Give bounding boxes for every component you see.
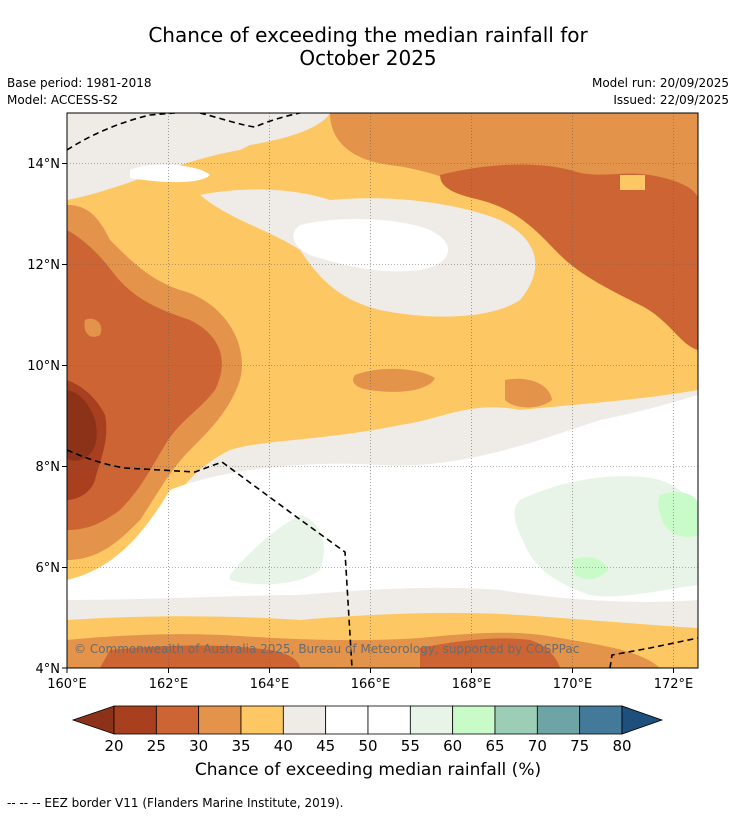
colorbar-tick-label: 70 [528,737,547,755]
colorbar-title: Chance of exceeding median rainfall (%) [194,760,542,780]
colorbar-under-arrow [71,705,115,735]
colorbar-swatch [536,705,581,735]
map-title-line-2: October 2025 [299,46,437,70]
colorbar-tick-label: 65 [485,737,504,755]
colorbar-tick-label: 50 [358,737,377,755]
colorbar-swatch [113,705,157,735]
lat-tick-8n: 8°N [36,460,61,475]
colorbar-tick-label: 80 [612,737,631,755]
eez-footnote: -- -- -- EEZ border V11 (Flanders Marine… [7,796,344,810]
lon-tick-168e: 168°E [452,677,492,692]
colorbar-swatch [155,705,200,735]
lat-tick-12n: 12°N [27,258,60,273]
colorbar-swatch [579,705,623,735]
colorbar-tick-label: 75 [570,737,589,755]
colorbar-tick-label: 60 [443,737,462,755]
model-label: Model: ACCESS-S2 [7,93,119,107]
colorbar-tick-label: 25 [147,737,166,755]
colorbar-tick-label: 45 [316,737,335,755]
lon-tick-166e: 166°E [351,677,391,692]
lon-tick-170e: 170°E [553,677,593,692]
colorbar-swatch [198,705,242,735]
lon-tick-160e: 160°E [47,677,87,692]
lon-tick-164e: 164°E [250,677,290,692]
lon-tick-162e: 162°E [149,677,189,692]
colorbar-swatch [282,705,327,735]
colorbar-tick-label: 40 [274,737,293,755]
colorbar: 20 25 30 35 40 45 50 55 60 65 70 75 80 [71,705,664,755]
colorbar-tick-label: 55 [401,737,420,755]
colorbar-tick-label: 20 [104,737,123,755]
lat-tick-14n: 14°N [27,157,60,172]
colorbar-swatch [409,705,454,735]
base-period-label: Base period: 1981-2018 [7,76,152,90]
colorbar-swatch [367,705,411,735]
graticule [67,113,698,668]
colorbar-tick-label: 35 [231,737,250,755]
copyright-text: © Commonwealth of Australia 2025, Bureau… [74,642,579,656]
colorbar-over-arrow [621,705,664,735]
colorbar-tick-label: 30 [189,737,208,755]
map-title-line-1: Chance of exceeding the median rainfall … [148,23,588,47]
colorbar-swatch [240,705,284,735]
model-run-label: Model run: 20/09/2025 [591,76,729,90]
issued-label: Issued: 22/09/2025 [613,93,729,107]
colorbar-swatch [494,705,538,735]
lat-tick-10n: 10°N [27,359,60,374]
rainfall-probability-field [67,113,698,668]
colorbar-swatch [325,705,369,735]
colorbar-swatch [452,705,496,735]
lat-tick-4n: 4°N [36,662,61,677]
eez-border [67,113,698,668]
lon-tick-172e: 172°E [654,677,694,692]
lat-tick-6n: 6°N [36,561,61,576]
